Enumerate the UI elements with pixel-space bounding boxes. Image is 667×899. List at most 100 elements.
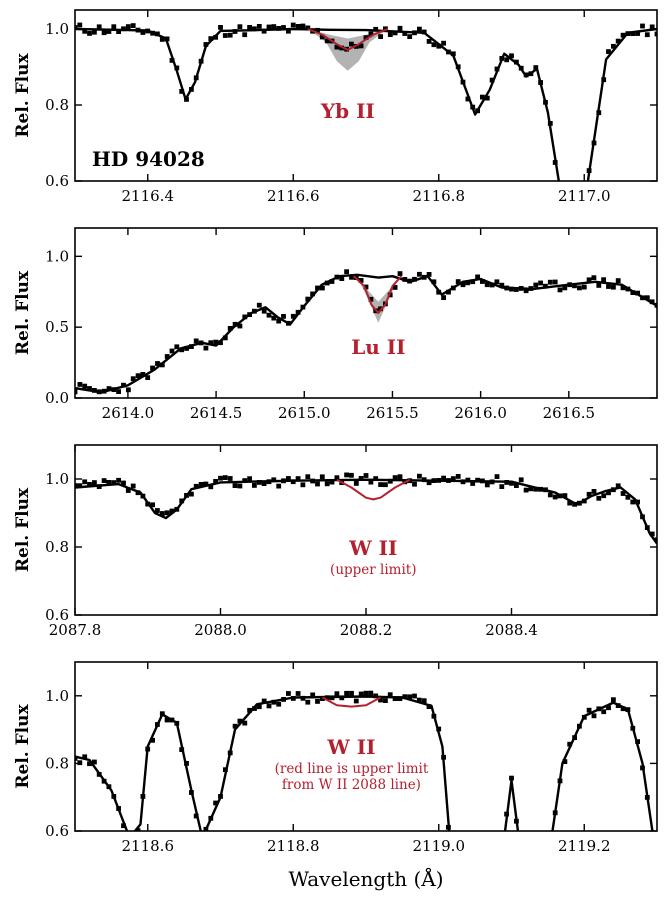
observed-point bbox=[286, 476, 291, 481]
x-tick-label: 2616.0 bbox=[454, 404, 507, 422]
observed-point bbox=[349, 274, 354, 280]
element-fit-line bbox=[321, 696, 381, 708]
observed-point bbox=[121, 26, 126, 32]
observed-point bbox=[378, 697, 383, 703]
x-tick-label: 2614.0 bbox=[102, 404, 155, 422]
observed-point bbox=[218, 475, 223, 481]
observed-point bbox=[164, 354, 170, 359]
observed-point bbox=[256, 302, 262, 308]
observed-point bbox=[630, 499, 636, 505]
observed-point bbox=[358, 691, 364, 697]
observed-point bbox=[416, 697, 422, 703]
observed-point bbox=[392, 285, 398, 290]
observed-point bbox=[552, 279, 558, 285]
observed-point bbox=[218, 25, 223, 30]
observed-point bbox=[222, 475, 228, 480]
observed-point bbox=[450, 51, 456, 57]
observed-point bbox=[620, 285, 626, 291]
observed-point bbox=[295, 691, 301, 696]
element-label: Yb II bbox=[320, 99, 375, 123]
observed-point bbox=[615, 38, 621, 44]
observed-point bbox=[368, 31, 374, 37]
observed-point bbox=[286, 28, 291, 34]
observed-point bbox=[271, 315, 277, 321]
model-line bbox=[75, 27, 657, 181]
y-tick-label: 0.6 bbox=[45, 606, 69, 624]
observed-point bbox=[155, 508, 160, 513]
observed-point bbox=[150, 737, 155, 743]
observed-point bbox=[271, 477, 277, 483]
observed-point bbox=[266, 703, 272, 709]
observed-point bbox=[567, 741, 573, 747]
x-tick-label: 2116.4 bbox=[122, 187, 175, 205]
observed-point bbox=[426, 704, 432, 709]
observed-point bbox=[484, 282, 490, 288]
observed-point bbox=[130, 23, 136, 28]
observed-point bbox=[392, 30, 398, 36]
x-tick-label: 2088.2 bbox=[340, 621, 393, 639]
observed-point bbox=[349, 472, 354, 478]
observed-point bbox=[630, 31, 636, 36]
observed-point bbox=[315, 699, 320, 704]
observed-point bbox=[189, 491, 194, 497]
observed-point bbox=[310, 692, 316, 698]
axes-frame bbox=[74, 9, 658, 182]
x-tick-label: 2088.4 bbox=[485, 621, 538, 639]
observed-point bbox=[562, 759, 568, 764]
observed-point bbox=[208, 36, 214, 41]
observed-point bbox=[125, 24, 131, 29]
observed-point bbox=[523, 487, 529, 493]
observed-point bbox=[256, 704, 262, 710]
observed-point bbox=[256, 24, 262, 29]
observed-point bbox=[125, 488, 131, 493]
observed-point bbox=[484, 482, 490, 488]
observed-point bbox=[344, 269, 349, 275]
observed-point bbox=[75, 389, 78, 395]
observed-point bbox=[295, 476, 301, 481]
observed-point bbox=[247, 25, 252, 30]
observed-point bbox=[644, 295, 650, 301]
observed-point bbox=[562, 285, 568, 291]
observed-point bbox=[261, 308, 267, 314]
observed-point bbox=[358, 278, 364, 283]
observed-point bbox=[489, 282, 495, 288]
observed-point bbox=[387, 692, 393, 698]
x-tick-label: 2117.0 bbox=[558, 187, 611, 205]
observed-point bbox=[232, 723, 238, 729]
plot-area bbox=[75, 269, 657, 395]
observed-point bbox=[252, 483, 257, 488]
observed-point bbox=[363, 284, 369, 290]
y-tick-label: 0.8 bbox=[45, 96, 69, 114]
observed-point bbox=[513, 287, 519, 292]
panel-lu-ii: 2614.0 2614.5 2615.0 2615.5 2616.0 2616.5 0.0 0… bbox=[13, 227, 658, 422]
observed-point bbox=[407, 34, 413, 39]
observed-point bbox=[431, 279, 437, 285]
x-tick-label: 2615.0 bbox=[278, 404, 331, 422]
observed-point bbox=[470, 481, 476, 486]
observed-point bbox=[82, 479, 88, 485]
observed-point bbox=[116, 29, 121, 34]
observed-point bbox=[484, 95, 490, 101]
observed-point bbox=[198, 482, 204, 487]
observed-point bbox=[417, 271, 422, 277]
observed-point bbox=[611, 43, 616, 49]
observed-point bbox=[426, 272, 432, 277]
observed-point bbox=[75, 756, 78, 761]
observed-point bbox=[368, 690, 374, 696]
observed-point bbox=[601, 493, 607, 499]
observed-point bbox=[320, 285, 325, 291]
observed-point bbox=[92, 29, 97, 35]
observed-point bbox=[222, 335, 228, 341]
observed-point bbox=[300, 23, 306, 29]
observed-point bbox=[329, 479, 335, 485]
observed-point bbox=[77, 22, 83, 28]
observed-point bbox=[363, 690, 369, 696]
observed-point bbox=[620, 491, 626, 496]
observed-point bbox=[324, 38, 330, 44]
observed-point bbox=[436, 43, 442, 49]
plot-area bbox=[75, 472, 657, 545]
observed-point bbox=[581, 284, 587, 290]
element-fit-line bbox=[336, 478, 411, 501]
observed-point bbox=[470, 279, 476, 285]
